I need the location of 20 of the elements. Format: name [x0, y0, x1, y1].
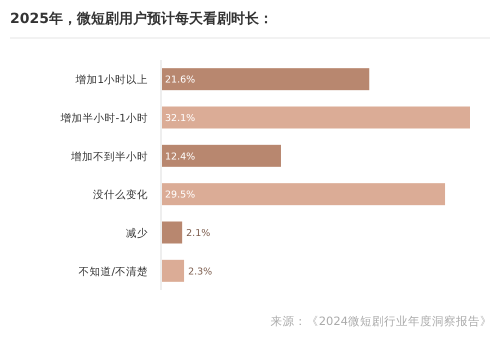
y-tick-label: 增加半小时-1小时 — [60, 112, 148, 124]
bar — [162, 260, 184, 282]
data-label: 29.5% — [165, 190, 196, 201]
bar — [162, 183, 446, 206]
y-tick-label: 不知道/不清楚 — [78, 264, 148, 278]
data-label: 32.1% — [165, 113, 196, 124]
chart-title: 2025年，微短剧用户预计每天看剧时长： — [10, 10, 273, 27]
y-tick-label: 增加1小时以上 — [74, 73, 148, 86]
bar — [162, 144, 281, 167]
bar — [162, 222, 182, 244]
data-label: 2.3% — [188, 266, 212, 278]
data-label: 12.4% — [165, 151, 196, 162]
data-label: 21.6% — [165, 74, 196, 86]
data-label: 2.1% — [186, 228, 210, 239]
bar — [162, 68, 370, 90]
bar — [162, 106, 470, 128]
y-tick-label: 增加不到半小时 — [70, 150, 148, 163]
y-tick-label: 没什么变化 — [93, 188, 148, 202]
source-note: 来源：《2024微短剧行业年度洞察报告》 — [270, 314, 492, 328]
y-tick-label: 减少 — [126, 226, 148, 240]
